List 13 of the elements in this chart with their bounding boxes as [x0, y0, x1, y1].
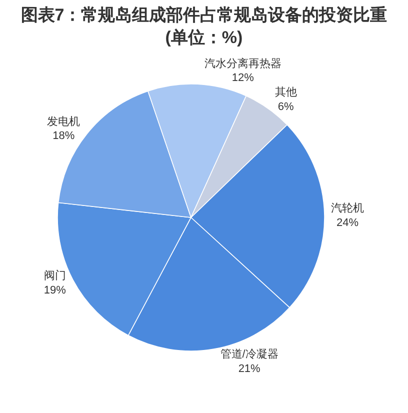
data-label: 21%: [238, 362, 261, 375]
slice-label: 管道/冷凝器: [220, 348, 278, 361]
data-label: 19%: [44, 284, 66, 296]
data-label: 18%: [52, 130, 75, 142]
chart-title: 图表7：常规岛组成部件占常规岛设备的投资比重 (单位：%): [20, 6, 388, 47]
slice-label: 汽水分离再热器: [204, 56, 282, 70]
data-label: 24%: [336, 216, 359, 229]
data-label: 12%: [232, 72, 254, 84]
slice-label: 阀门: [44, 269, 66, 282]
slice-label: 发电机: [47, 114, 80, 128]
slice-label: 汽轮机: [331, 202, 364, 214]
slice-label: 其他: [274, 86, 297, 99]
data-label: 6%: [278, 100, 294, 113]
